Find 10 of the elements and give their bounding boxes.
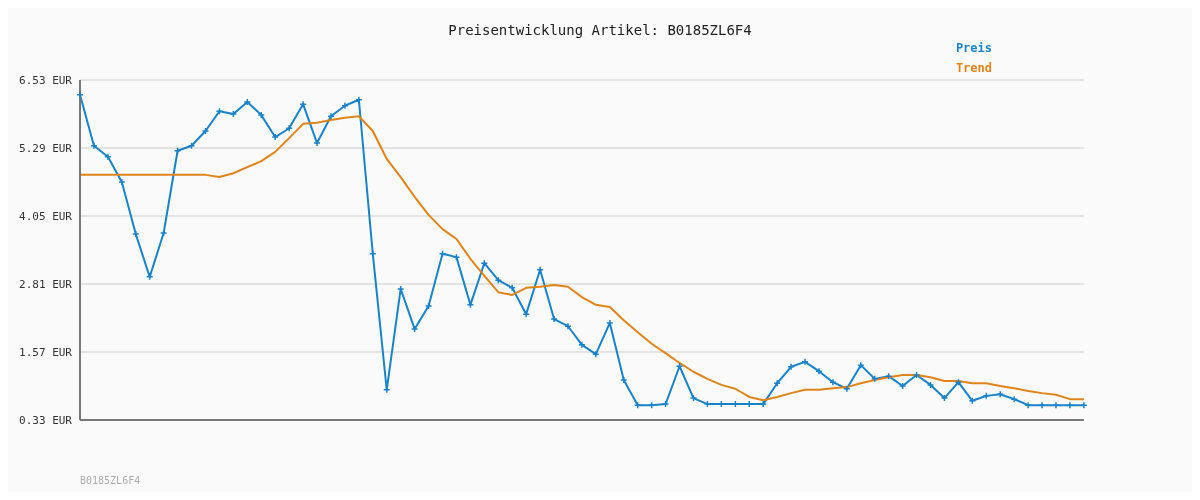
text: Trend <box>955 60 992 77</box>
y-tick-label: 5.29 EUR <box>19 141 73 155</box>
chart-title: Preisentwicklung Artikel: B0185ZL6F4 <box>447 22 753 38</box>
y-tick-label: 0.33 EUR <box>19 413 73 427</box>
y-tick-label: 6.53 EUR <box>19 73 73 87</box>
y-tick-label: 1.57 EUR <box>19 345 73 359</box>
text: Preis <box>955 40 992 57</box>
text: B0185ZL6F4 <box>80 475 141 486</box>
y-tick-label: 2.81 EUR <box>19 277 73 291</box>
y-tick-label: 4.05 EUR <box>19 209 73 223</box>
